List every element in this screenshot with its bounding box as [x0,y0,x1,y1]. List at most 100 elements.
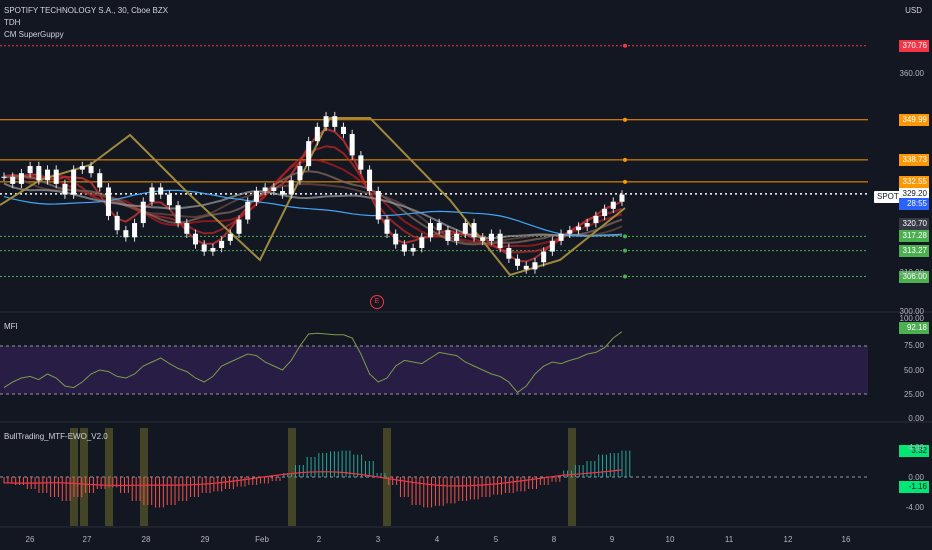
symbol-price-tag: SPOT [874,191,902,203]
candle-body [288,180,294,195]
candle-body [253,191,259,202]
candle-body [340,126,346,134]
candle-body [584,223,590,227]
time-axis-label: 26 [25,535,35,544]
ewo-highlight-column [568,428,576,526]
candle-body [454,233,460,241]
candle-body [132,223,138,238]
candle-body [314,126,320,142]
level-marker [623,117,627,122]
candle-body [445,230,451,241]
ewo-highlight-column [383,428,391,526]
price-tag: 28:55 [899,198,929,211]
price-tag: 370.76 [899,39,929,52]
time-axis-label: Feb [255,535,269,544]
candle-body [323,116,329,127]
candle-body [393,233,399,245]
candle-body [419,237,425,248]
mfi-line [3,331,623,394]
time-axis-label: 5 [493,535,499,544]
candle-body [105,187,111,216]
candle-body [619,194,625,202]
candle-body [27,166,33,174]
candle-body [349,134,355,156]
candle-body [62,183,68,195]
ewo-axis-label: 0.00 [908,473,924,482]
ewo-value-tag: -1.16 [899,481,929,493]
candle-body [480,237,486,241]
candle-body [1,176,7,178]
level-marker [623,179,627,184]
indicator-superguppy-label[interactable]: CM SuperGuppy [4,30,64,39]
level-marker [623,274,627,279]
candle-body [428,223,434,238]
candle-body [306,141,312,167]
time-axis-label: 28 [141,535,151,544]
candle-body [71,169,77,195]
price-tag: 317.28 [899,230,929,243]
symbol-title: SPOTIFY TECHNOLOGY S.A., 30, Cboe BZX [4,6,169,15]
mfi-axis-label: 50.00 [903,366,924,375]
candle-body [45,169,51,181]
time-axis-label: 16 [841,535,851,544]
level-marker [623,248,627,253]
mfi-axis-label: 25.00 [903,390,924,399]
candle-body [36,166,42,181]
candle-body [593,215,599,224]
ewo-signal-line [3,469,623,487]
ewo-pane-label[interactable]: BullTrading_MTF-EWO_V2.0 [4,432,108,441]
candle-body [532,262,538,270]
candle-body [201,244,207,252]
ewo-axis-label: -4.00 [905,503,924,512]
candle-body [497,233,503,248]
candle-body [375,191,381,220]
candle-body [10,176,16,184]
price-axis-label: 300.00 [899,307,924,316]
time-axis-label: 8 [551,535,557,544]
candle-body [123,230,129,238]
candle-body [462,223,468,234]
mfi-pane-label[interactable]: MFI [4,322,18,331]
time-axis-label: 12 [783,535,793,544]
candle-body [79,166,85,170]
currency-label[interactable]: USD [905,6,922,15]
candle-body [567,230,573,234]
ewo-highlight-column [80,428,88,526]
candle-body [166,194,172,206]
ewo-axis-label: 4.00 [908,443,924,452]
time-axis-label: 4 [434,535,440,544]
candle-body [436,223,442,231]
candle-body [158,187,164,195]
price-tag: 306.00 [899,270,929,283]
candle-body [471,223,477,238]
time-axis-label: 9 [609,535,615,544]
candle-body [192,233,198,245]
candle-body [506,248,512,259]
candle-body [332,116,338,127]
mfi-axis-label: 0.00 [908,414,924,423]
price-axis-label: 310.00 [899,268,924,277]
candle-body [184,223,190,234]
mfi-axis-label: 75.00 [903,341,924,350]
candle-body [541,251,547,263]
candle-body [219,240,225,248]
candle-body [384,219,390,234]
mfi-value-tag: 92.18 [899,322,929,334]
candle-body [53,169,59,184]
candle-body [280,191,286,195]
level-marker [623,43,627,48]
candle-body [271,187,277,191]
earnings-badge[interactable]: E [370,295,384,309]
indicator-tdh-label[interactable]: TDH [4,18,21,27]
candle-body [515,258,521,266]
candle-body [88,166,94,174]
time-axis-label: 29 [200,535,210,544]
level-marker [623,157,627,162]
price-tag: 332.55 [899,175,929,188]
time-axis-label: 2 [316,535,322,544]
candle-body [523,265,529,270]
candle-body [149,187,155,202]
candle-body [549,240,555,252]
candle-body [245,201,251,220]
